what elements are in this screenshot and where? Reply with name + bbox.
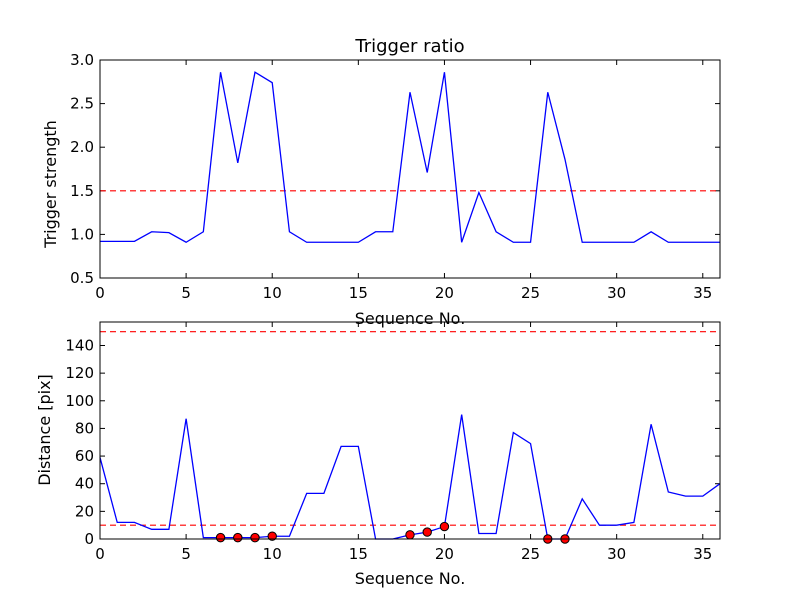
data-point-marker [439,521,450,532]
y-tick-label: 2.5 [70,95,94,113]
series-lines [99,414,721,540]
x-tick-label: 5 [181,284,191,302]
axis-ticks: 0 5 10 15 20 25 30 35 0 20 40 60 80 100 120 140 [65,322,720,563]
y-tick-label: 2.0 [70,138,94,156]
x-tick-label: 0 [95,545,105,563]
x-tick-label: 35 [693,284,712,302]
y-tick-label: 120 [65,364,94,382]
x-tick-label: 20 [435,545,454,563]
y-tick-label: 0.5 [70,269,94,287]
y-tick-label: 40 [75,475,94,493]
y-tick-label: 20 [75,502,94,520]
x-tick-label: 0 [95,284,105,302]
threshold-lines [100,331,720,526]
x-tick-label: 20 [435,284,454,302]
axis-ticks: 0 5 10 15 20 25 30 35 0.5 1.0 1.5 2.0 2.5 3.0 [70,51,720,302]
y-axis-label: Distance [pix] [35,374,54,486]
series-lines [100,71,720,244]
y-tick-label: 1.5 [70,182,94,200]
plot-frame [99,59,721,279]
y-tick-label: 0 [84,530,94,548]
series-line [100,71,720,244]
y-tick-label: 100 [65,392,94,410]
x-axis-label: Sequence No. [355,569,466,588]
x-tick-label: 25 [521,545,540,563]
x-tick-label: 35 [693,545,712,563]
data-point-marker [215,532,226,543]
x-tick-label: 15 [349,545,368,563]
data-point-marker [233,532,243,543]
plot-frame [99,321,721,540]
y-tick-label: 3.0 [70,51,94,69]
data-point-marker [405,530,415,540]
y-axis-label: Trigger strength [41,120,60,249]
series-line [99,414,721,540]
trigger-ratio-chart: Trigger ratio Sequence No. Trigger stren… [41,36,721,328]
x-axis-label: Sequence No. [355,309,466,328]
x-tick-label: 30 [607,545,626,563]
x-tick-label: 25 [521,284,540,302]
y-tick-label: 80 [75,419,94,437]
x-tick-label: 30 [607,284,626,302]
y-tick-label: 1.0 [70,225,94,243]
x-tick-label: 15 [349,284,368,302]
data-point-marker [250,532,260,543]
x-tick-label: 10 [263,284,282,302]
data-point-marker [422,527,432,537]
chart-title: Trigger ratio [354,36,464,57]
data-point-marker [267,531,277,541]
x-tick-label: 5 [181,545,191,563]
y-tick-label: 60 [75,447,94,465]
x-tick-label: 10 [263,545,282,563]
distance-chart: Sequence No. Distance [pix] 0 5 10 15 20 25 30… [35,321,721,588]
y-tick-label: 140 [65,336,94,354]
